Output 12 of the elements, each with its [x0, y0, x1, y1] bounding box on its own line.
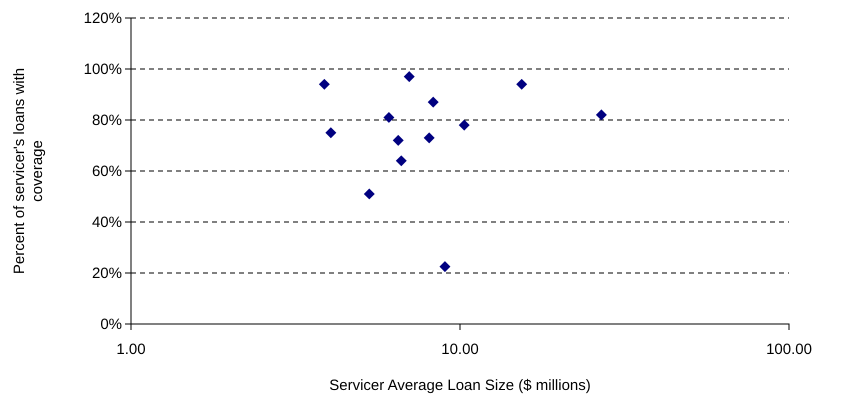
x-tick-label: 1.00 [116, 341, 146, 358]
x-axis-title: Servicer Average Loan Size ($ millions) [329, 377, 591, 394]
y-tick-label: 0% [100, 316, 122, 333]
y-axis-title: Percent of servicer's loans with coverage [11, 68, 46, 274]
x-tick-label: 100.00 [766, 341, 812, 358]
y-tick-label: 120% [84, 10, 122, 27]
y-tick-label: 20% [92, 264, 122, 282]
y-tick-label: 100% [84, 60, 122, 78]
y-tick-label: 60% [92, 162, 122, 180]
x-tick-label: 10.00 [441, 341, 479, 358]
y-tick-label: 80% [92, 112, 122, 129]
y-tick-label: 40% [92, 214, 122, 231]
